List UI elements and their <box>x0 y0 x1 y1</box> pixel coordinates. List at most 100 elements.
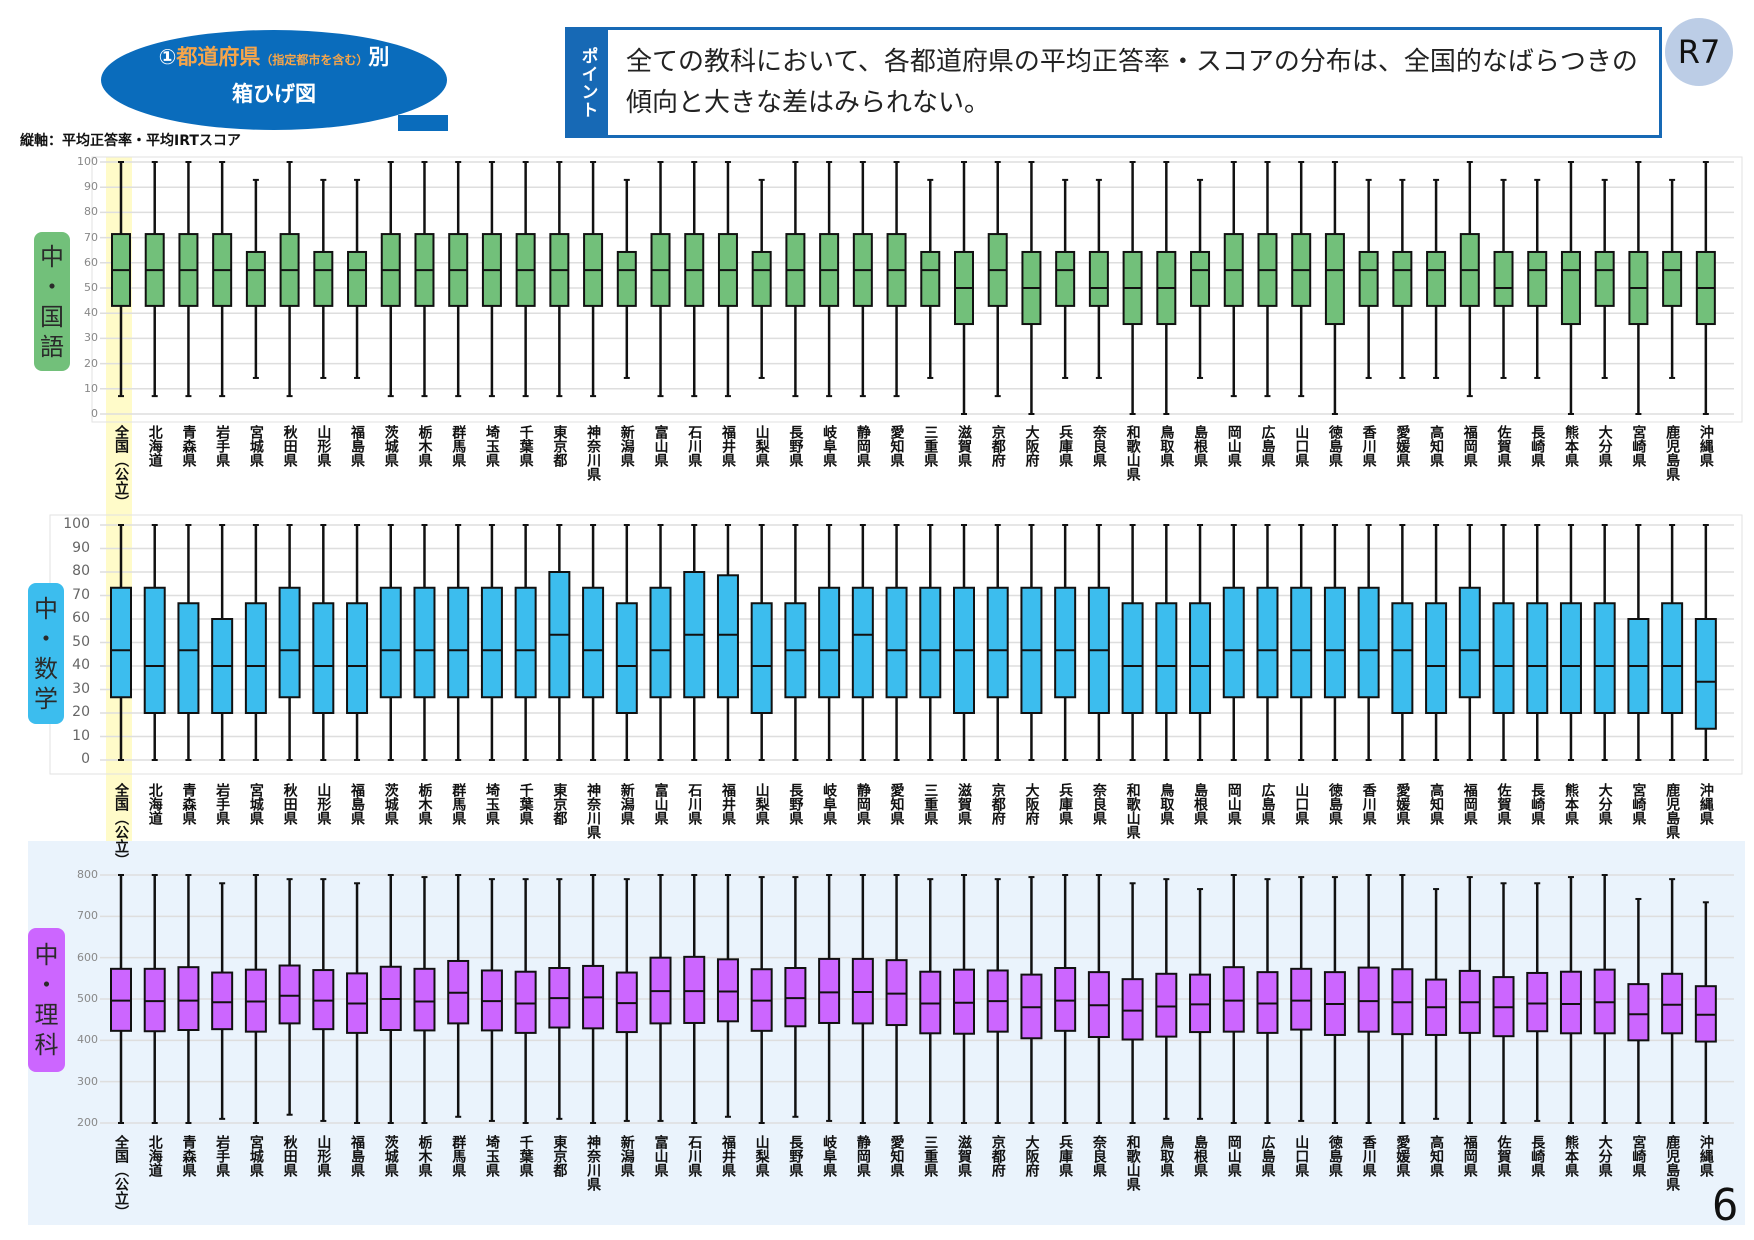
subject-label-char: 中 <box>40 242 64 271</box>
category-label: 愛知県 <box>888 1135 905 1177</box>
category-label: 埼玉県 <box>483 1135 500 1177</box>
box <box>312 602 335 715</box>
box <box>1190 250 1211 307</box>
box <box>177 966 200 1032</box>
category-label: 茨城県 <box>382 425 399 467</box>
y-tick-label: 90 <box>72 539 90 556</box>
category-label: 徳島県 <box>1326 425 1343 467</box>
box <box>312 969 335 1031</box>
category-label: 大分県 <box>1596 783 1613 825</box>
category-label: 栃木県 <box>416 783 433 825</box>
category-label: 石川県 <box>686 425 703 467</box>
box <box>1358 250 1379 307</box>
category-label: 山梨県 <box>753 425 770 467</box>
y-tick-label: 300 <box>77 1074 98 1088</box>
category-label: 徳島県 <box>1326 1135 1343 1177</box>
category-label: 岡山県 <box>1225 1135 1242 1177</box>
box <box>447 586 470 699</box>
box <box>1055 250 1076 307</box>
subject-label-char: 中 <box>34 594 58 623</box>
category-label: 秋田県 <box>281 783 298 825</box>
y-tick-label: 600 <box>77 950 98 964</box>
subject-label-char: ・ <box>34 971 59 999</box>
category-label: 青森県 <box>180 425 197 467</box>
box <box>851 586 874 699</box>
box <box>379 586 402 699</box>
category-label: 北海道 <box>146 425 163 467</box>
subject-label-char: 語 <box>40 332 64 361</box>
y-tick-label: 70 <box>84 230 98 244</box>
subject-label-char: 学 <box>34 684 58 713</box>
category-label: 全国（公立） <box>113 1135 129 1219</box>
subject-label-char: 数 <box>34 654 58 683</box>
category-label: 長野県 <box>787 425 804 467</box>
category-label: 愛知県 <box>888 425 905 467</box>
category-label: 広島県 <box>1259 1135 1276 1177</box>
subject-label-char: 中 <box>34 941 59 969</box>
box <box>818 957 841 1024</box>
category-label: 岩手県 <box>214 783 231 825</box>
box <box>278 586 301 699</box>
y-tick-label: 40 <box>84 306 98 320</box>
box <box>750 602 773 715</box>
box <box>1155 602 1178 715</box>
category-label: 富山県 <box>652 1135 669 1177</box>
box <box>413 586 436 699</box>
box <box>1560 250 1581 326</box>
category-label: 滋賀県 <box>956 1135 972 1177</box>
subject-label-char: ・ <box>40 272 64 301</box>
box <box>1426 250 1447 307</box>
box <box>346 602 369 715</box>
box <box>1526 602 1549 715</box>
category-label: 佐賀県 <box>1495 425 1512 467</box>
category-label: 愛媛県 <box>1394 1135 1411 1177</box>
category-label: 岐阜県 <box>821 1135 838 1177</box>
category-label: 岩手県 <box>214 425 231 467</box>
y-tick-label: 10 <box>84 381 98 395</box>
box <box>1594 250 1615 307</box>
box <box>582 586 605 699</box>
y-tick-label: 400 <box>77 1033 98 1047</box>
box <box>1290 586 1313 699</box>
y-tick-label: 0 <box>91 407 98 420</box>
category-label: 長野県 <box>787 783 804 825</box>
category-label: 栃木県 <box>416 425 433 467</box>
y-tick-label: 100 <box>77 155 98 168</box>
box <box>1662 250 1683 307</box>
category-label: 和歌山県 <box>1124 425 1141 481</box>
axis-caption: 縦軸：平均正答率・平均IRTスコア <box>20 133 241 149</box>
category-label: 長崎県 <box>1529 783 1546 825</box>
box <box>1694 618 1717 730</box>
category-label: 宮崎県 <box>1630 1135 1647 1177</box>
category-label: 奈良県 <box>1090 425 1107 467</box>
box <box>1527 250 1548 307</box>
box <box>716 958 739 1023</box>
box <box>615 602 638 715</box>
category-label: 佐賀県 <box>1495 1135 1512 1177</box>
category-label: 大阪府 <box>1023 1135 1040 1177</box>
box <box>1526 971 1549 1033</box>
y-tick-label: 10 <box>72 727 90 744</box>
category-label: 滋賀県 <box>956 425 972 467</box>
category-label: 青森県 <box>180 1135 197 1177</box>
category-label: 熊本県 <box>1562 1135 1579 1177</box>
category-label: 石川県 <box>686 1135 703 1177</box>
box <box>1189 602 1212 715</box>
category-label: 静岡県 <box>854 425 871 467</box>
category-label: 群馬県 <box>450 1135 467 1177</box>
box <box>1256 586 1279 699</box>
category-label: 香川県 <box>1360 1135 1377 1177</box>
box <box>1222 586 1245 699</box>
y-tick-label: 200 <box>77 1116 98 1129</box>
box <box>1593 602 1616 715</box>
category-label: 三重県 <box>922 783 939 825</box>
category-label: 鳥取県 <box>1158 425 1175 467</box>
category-label: 長崎県 <box>1529 425 1546 467</box>
box <box>143 586 166 714</box>
box <box>1661 972 1684 1035</box>
category-label: 千葉県 <box>517 783 534 825</box>
category-label: 広島県 <box>1259 783 1276 825</box>
y-tick-label: 30 <box>72 680 90 697</box>
title-callout <box>101 30 447 130</box>
y-tick-label: 80 <box>72 563 90 579</box>
